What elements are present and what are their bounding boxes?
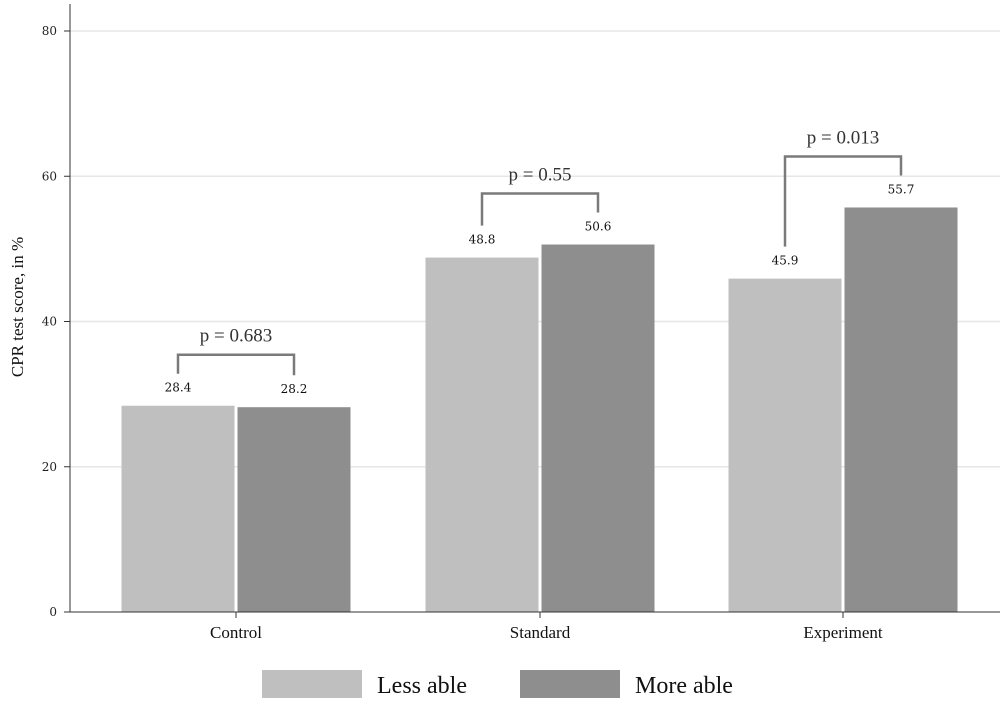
data-label: 55.7	[888, 182, 915, 196]
y-tick-label: 20	[42, 460, 57, 474]
p-value-label: p = 0.683	[200, 326, 272, 347]
legend: Less able More able	[262, 670, 733, 699]
significance-bracket	[176, 353, 296, 376]
y-tick-label: 40	[42, 315, 57, 329]
x-tick-label: Control	[210, 623, 262, 642]
legend-label: Less able	[377, 673, 467, 699]
p-value-label: p = 0.013	[807, 127, 879, 148]
bar-less-able-control	[121, 405, 235, 612]
data-label: 50.6	[585, 220, 612, 234]
bar-more-able-experiment	[844, 207, 958, 612]
y-axis-label: CPR test score, in %	[8, 237, 27, 377]
data-label: 28.4	[165, 381, 192, 395]
legend-swatch	[262, 670, 362, 698]
bar-less-able-standard	[425, 257, 539, 612]
y-tick-label: 60	[42, 169, 57, 183]
p-value-label: p = 0.55	[509, 165, 572, 186]
legend-swatch	[520, 670, 620, 698]
significance-brackets	[176, 155, 903, 376]
bar-more-able-standard	[541, 244, 655, 612]
data-label: 28.2	[281, 382, 308, 396]
x-tick-label: Experiment	[803, 623, 883, 642]
significance-bracket	[480, 192, 600, 226]
y-tick-label: 80	[42, 24, 57, 38]
legend-label: More able	[635, 673, 733, 699]
bars	[121, 207, 958, 612]
labels: 0 20 40 60 80 28.4 28.2 Control p = 0.683 48.8 50.…	[42, 24, 915, 642]
significance-bracket	[783, 155, 903, 247]
y-tick-label: 0	[49, 605, 57, 619]
data-label: 48.8	[469, 233, 496, 247]
data-label: 45.9	[772, 254, 799, 268]
x-tick-label: Standard	[510, 623, 571, 642]
bar-more-able-control	[237, 407, 351, 612]
bar-less-able-experiment	[728, 278, 842, 612]
axes	[64, 4, 1000, 618]
